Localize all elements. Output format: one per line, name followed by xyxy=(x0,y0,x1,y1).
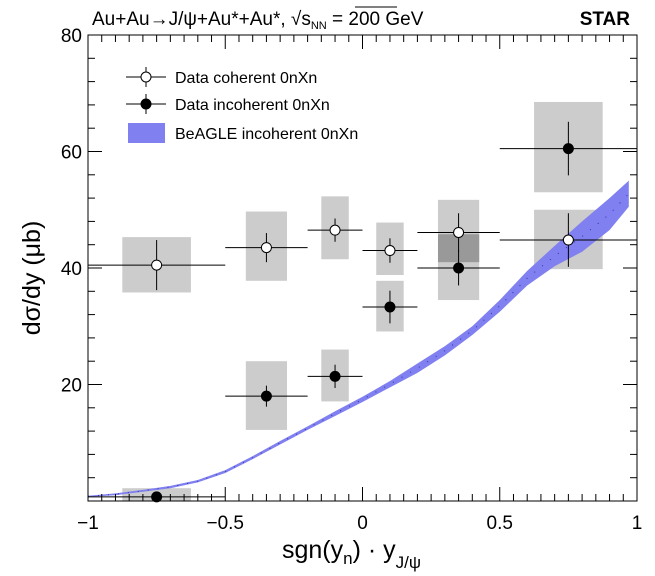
legend: Data coherent 0nXn Data incoherent 0nXn … xyxy=(126,67,358,143)
legend-coherent: Data coherent 0nXn xyxy=(126,67,317,87)
legend-beagle-swatch xyxy=(128,123,165,143)
x-tick-label-3: 0.5 xyxy=(487,513,513,534)
plot-area xyxy=(87,101,637,503)
point-incoherent-2 xyxy=(329,370,341,382)
legend-incoherent: Data incoherent 0nXn xyxy=(126,94,330,114)
markers xyxy=(151,143,574,503)
legend-beagle-label: BeAGLE incoherent 0nXn xyxy=(175,126,358,143)
point-incoherent-5 xyxy=(562,143,574,155)
experiment-label: STAR xyxy=(580,9,631,30)
point-incoherent-1 xyxy=(260,390,272,402)
chart-title: Au+Au→J/ψ+Au*+Au*, √sNN = 200 GeV xyxy=(92,9,424,32)
point-coherent-5 xyxy=(562,234,574,246)
y-tick-label-1: 40 xyxy=(61,259,82,280)
point-incoherent-3 xyxy=(384,301,396,313)
x-tick-label-0: −1 xyxy=(77,513,99,534)
y-axis-title: dσ/dy (μb) xyxy=(18,221,46,336)
sqrt-symbol: √ xyxy=(291,9,302,30)
legend-incoherent-marker xyxy=(140,98,152,110)
y-tick-label-2: 60 xyxy=(61,143,82,164)
x-title-n: n xyxy=(343,549,352,568)
legend-coherent-marker xyxy=(140,71,152,83)
x-title-mid: ) · y xyxy=(353,536,397,564)
systematic-boxes xyxy=(122,101,603,501)
point-coherent-4 xyxy=(453,226,465,238)
point-incoherent-4 xyxy=(453,262,465,274)
legend-incoherent-label: Data incoherent 0nXn xyxy=(175,97,330,114)
y-tick-label-3: 80 xyxy=(61,26,82,47)
point-coherent-0 xyxy=(151,259,163,271)
point-coherent-1 xyxy=(260,242,272,254)
x-tick-label-2: 0 xyxy=(357,513,368,534)
x-tick-label-4: 1 xyxy=(632,513,643,534)
title-s-sub: NN xyxy=(311,20,327,32)
y-tick-label-0: 20 xyxy=(61,376,82,397)
legend-beagle: BeAGLE incoherent 0nXn xyxy=(128,123,358,143)
title-prefix: Au+Au→J/ψ+Au*+Au*, xyxy=(92,9,291,30)
x-tick-label-1: −0.5 xyxy=(206,513,244,534)
x-axis-title: sgn(yn) · yJ/ψ xyxy=(282,536,421,572)
point-coherent-2 xyxy=(329,224,341,236)
point-coherent-3 xyxy=(384,245,396,257)
axis-tick-labels: −1 −0.5 0 0.5 1 20 40 60 80 xyxy=(61,26,642,534)
title-suffix: = 200 GeV xyxy=(327,9,424,30)
x-title-sub: J/ψ xyxy=(396,553,421,572)
x-title-main: sgn(y xyxy=(282,536,344,564)
title-s: s xyxy=(301,9,311,30)
axis-ticks xyxy=(87,34,638,502)
legend-coherent-label: Data coherent 0nXn xyxy=(175,70,317,87)
